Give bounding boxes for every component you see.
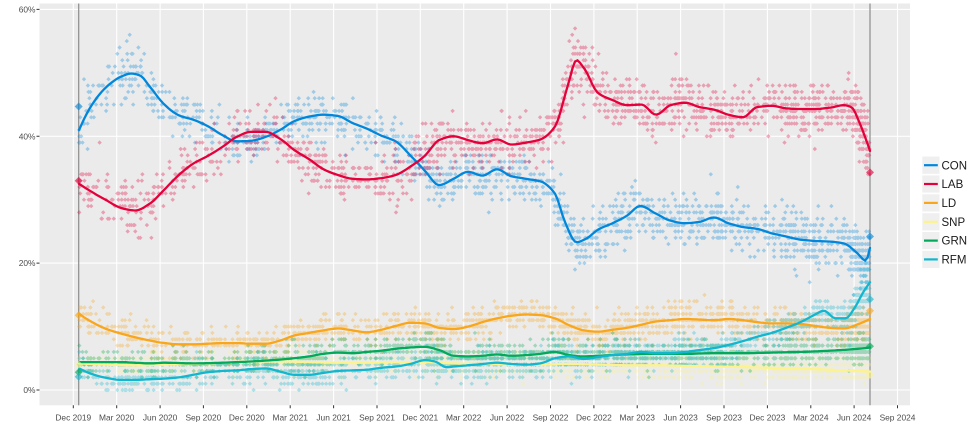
svg-text:RFM: RFM <box>942 255 967 267</box>
svg-text:Dec 2019: Dec 2019 <box>55 413 91 423</box>
svg-text:Mar 2021: Mar 2021 <box>273 413 309 423</box>
svg-text:CON: CON <box>942 160 968 172</box>
svg-text:SNP: SNP <box>942 217 966 229</box>
svg-text:Dec 2020: Dec 2020 <box>229 413 265 423</box>
svg-text:0%: 0% <box>23 385 36 395</box>
svg-text:LAB: LAB <box>942 179 964 191</box>
svg-text:Mar 2020: Mar 2020 <box>99 413 135 423</box>
svg-text:Mar 2022: Mar 2022 <box>446 413 482 423</box>
svg-text:Sep 2024: Sep 2024 <box>880 413 916 423</box>
svg-text:Dec 2022: Dec 2022 <box>576 413 612 423</box>
svg-text:Dec 2021: Dec 2021 <box>402 413 438 423</box>
svg-text:Dec 2023: Dec 2023 <box>749 413 785 423</box>
svg-text:GRN: GRN <box>942 236 968 248</box>
svg-text:Jun 2020: Jun 2020 <box>143 413 178 423</box>
svg-text:Jun 2022: Jun 2022 <box>490 413 525 423</box>
svg-text:Sep 2020: Sep 2020 <box>185 413 221 423</box>
svg-text:Sep 2022: Sep 2022 <box>533 413 569 423</box>
svg-text:20%: 20% <box>19 258 36 268</box>
svg-text:Sep 2023: Sep 2023 <box>706 413 742 423</box>
svg-text:LD: LD <box>942 198 957 210</box>
svg-text:Mar 2024: Mar 2024 <box>793 413 829 423</box>
svg-text:Mar 2023: Mar 2023 <box>620 413 656 423</box>
svg-text:60%: 60% <box>19 4 36 14</box>
svg-text:Sep 2021: Sep 2021 <box>359 413 395 423</box>
svg-text:40%: 40% <box>19 131 36 141</box>
svg-text:Jun 2023: Jun 2023 <box>663 413 698 423</box>
svg-text:Jun 2021: Jun 2021 <box>316 413 351 423</box>
svg-text:Jun 2024: Jun 2024 <box>837 413 872 423</box>
